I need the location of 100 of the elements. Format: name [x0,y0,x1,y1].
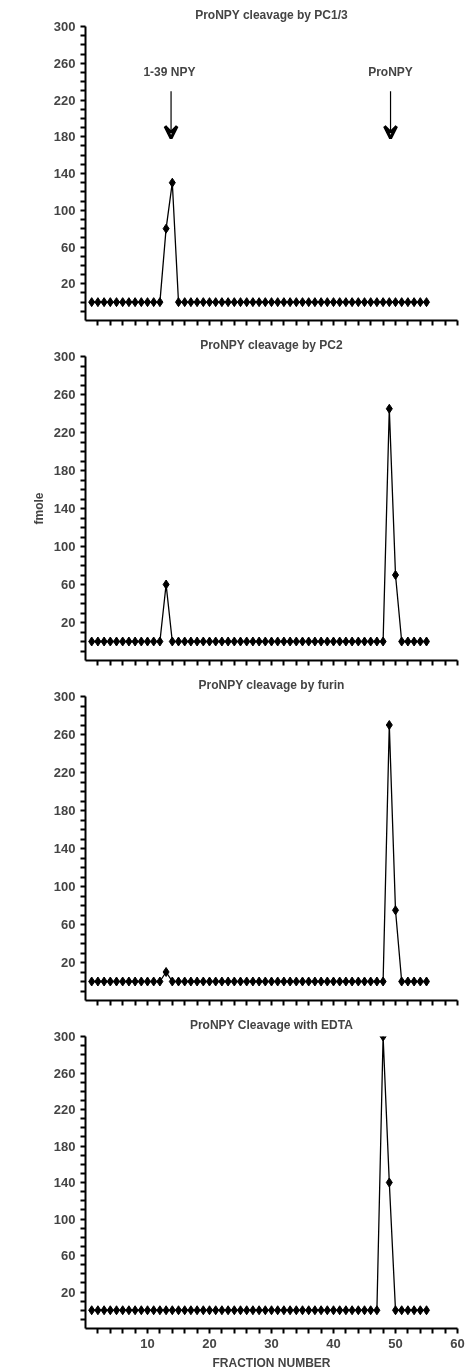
point [280,976,288,987]
point [280,636,288,647]
y-tick-label: 20 [61,955,76,970]
point [137,976,145,987]
point [416,1305,424,1316]
point [193,297,201,308]
point [385,403,393,414]
point [181,976,189,987]
point [199,636,207,647]
point [398,636,406,647]
y-tick-label: 140 [53,501,76,516]
point [224,1305,232,1316]
y-tick-label: 20 [61,1284,76,1300]
point [137,1305,145,1316]
point [342,297,350,308]
point [416,976,424,987]
point [125,976,133,987]
point [261,636,269,647]
point [187,1305,195,1316]
point [404,1305,412,1316]
point [354,297,362,308]
point [162,967,170,977]
y-tick-label: 260 [53,387,76,402]
x-tick-label: 20 [202,1335,217,1351]
y-tick-label: 20 [61,615,76,630]
x-tick-label: 40 [326,1335,341,1351]
point [323,636,331,647]
point [373,636,381,647]
point [261,297,269,308]
point [348,297,356,308]
y-tick-label: 60 [61,917,76,932]
point [243,976,251,987]
point [168,976,176,987]
point [162,223,170,234]
point [137,636,145,647]
point [354,976,362,987]
chart-title: ProNPY cleavage by furin [198,677,345,692]
point [398,297,406,308]
point [261,976,269,987]
point [404,976,412,987]
point [125,297,133,308]
point [187,297,195,308]
point [88,976,96,987]
y-tick-label: 220 [53,765,76,780]
point [354,1305,362,1316]
point [255,297,263,308]
y-tick-label: 220 [53,425,76,440]
point [230,1305,238,1316]
point [94,1305,102,1316]
point [230,636,238,647]
point [131,976,139,987]
point [181,1305,189,1316]
y-tick-label: 60 [61,239,76,255]
point [274,976,282,987]
point [212,1305,220,1316]
point [249,1305,257,1316]
y-tick-label: 260 [53,55,76,71]
point [280,1305,288,1316]
point [125,1305,133,1316]
chart-title: ProNPY cleavage by PC2 [200,337,343,352]
point [385,297,393,308]
point [348,1305,356,1316]
point [379,297,387,308]
point [385,720,393,730]
point [311,297,319,308]
point [88,297,96,308]
point [119,1305,127,1316]
point [354,636,362,647]
point [156,636,164,647]
point [249,636,257,647]
point [249,976,257,987]
y-tick-label: 300 [53,689,76,704]
point [336,1305,344,1316]
point [317,1305,325,1316]
point [410,1305,418,1316]
point [243,636,251,647]
y-tick-label: 260 [53,727,76,742]
point [224,976,232,987]
point [106,976,114,987]
point [416,636,424,647]
x-tick-label: 30 [264,1335,279,1351]
point [379,976,387,987]
point [137,297,145,308]
point [373,297,381,308]
point [100,976,108,987]
point [131,297,139,308]
point [336,636,344,647]
point [367,976,375,987]
point [292,1305,300,1316]
x-tick-label: 60 [450,1335,465,1351]
point [305,1305,313,1316]
point [317,636,325,647]
point [193,976,201,987]
point [224,297,232,308]
y-tick-label: 20 [61,276,76,292]
point [168,177,176,188]
point [212,297,220,308]
x-tick-label: 50 [388,1335,403,1351]
point [342,636,350,647]
point [410,297,418,308]
